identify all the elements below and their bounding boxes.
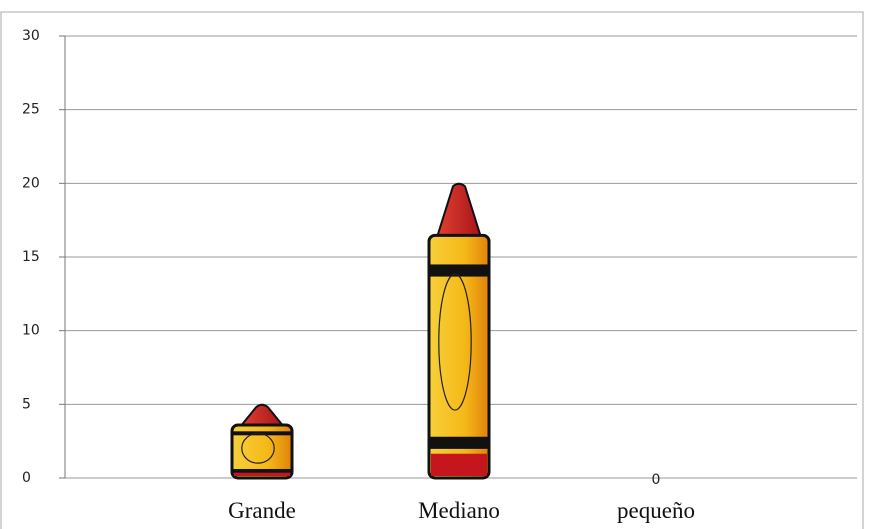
x-tick-label: Mediano (418, 498, 500, 523)
y-tick-label: 25 (22, 102, 40, 118)
x-tick-label: Grande (228, 498, 296, 523)
crayon-label (241, 432, 275, 464)
crayon-body (230, 423, 294, 480)
crayon-band (430, 264, 488, 277)
y-tick-label: 5 (22, 396, 31, 412)
y-tick-label: 10 (22, 323, 40, 339)
y-tick-label: 30 (22, 28, 40, 44)
crayon-label (438, 273, 472, 411)
y-tick-label: 20 (22, 175, 40, 191)
x-tick-label: pequeño (617, 498, 695, 523)
bar (230, 403, 294, 480)
data-label: 0 (652, 472, 661, 488)
crayon-band (430, 436, 488, 449)
crayon-body (427, 233, 491, 480)
crayon-band (233, 468, 291, 473)
crayon-tip (435, 182, 483, 239)
crayon-tip (237, 403, 287, 428)
y-tick-label: 15 (22, 249, 40, 265)
crayon-base (431, 453, 487, 476)
y-tick-label: 0 (22, 470, 31, 486)
chart-frame (0, 11, 864, 529)
bar (427, 182, 491, 480)
crayon-base (234, 472, 290, 476)
